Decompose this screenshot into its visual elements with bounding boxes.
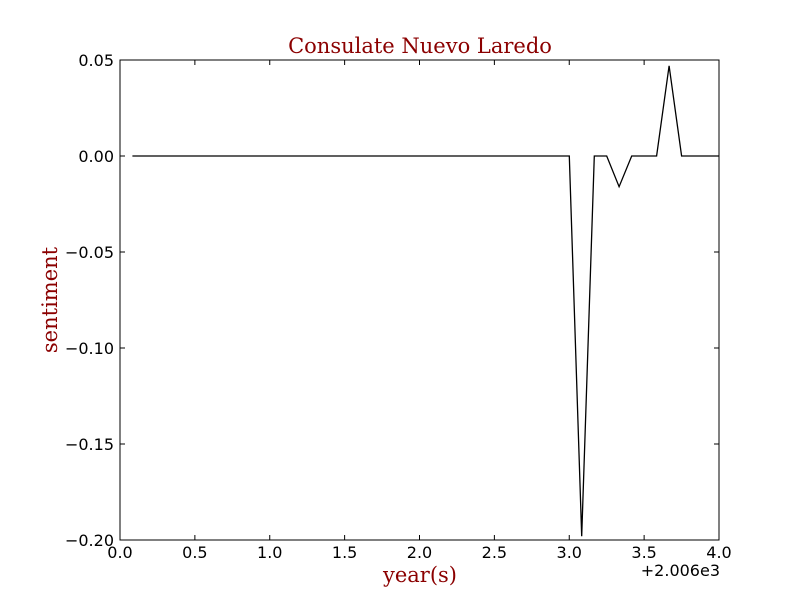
x-tick-label: 1.0 bbox=[257, 543, 282, 562]
axis-ticks: 0.0 0.5 1.0 1.5 2.0 2.5 3.0 3.5 4.0 0.05 0.00 −0.05… bbox=[65, 51, 732, 562]
y-tick-label: −0.20 bbox=[65, 531, 114, 550]
series-line-0 bbox=[132, 65, 719, 537]
x-tick-label: 0.0 bbox=[107, 543, 132, 562]
y-tick-label: −0.15 bbox=[65, 435, 114, 454]
y-tick-label: −0.10 bbox=[65, 339, 114, 358]
plot-frame bbox=[119, 59, 720, 541]
y-tick-label: −0.05 bbox=[65, 243, 114, 262]
x-axis-label: year(s) bbox=[382, 563, 457, 587]
x-tick-label: 0.5 bbox=[182, 543, 207, 562]
chart-title: Consulate Nuevo Laredo bbox=[288, 34, 552, 58]
x-tick-label: 2.0 bbox=[407, 543, 432, 562]
y-tick-label: 0.05 bbox=[78, 51, 114, 70]
x-tick-label: 2.5 bbox=[482, 543, 507, 562]
x-tick-label: 1.5 bbox=[332, 543, 357, 562]
plot-area bbox=[132, 65, 719, 537]
x-tick-label: 3.0 bbox=[557, 543, 582, 562]
y-tick-label: 0.00 bbox=[78, 147, 114, 166]
x-tick-label: 4.0 bbox=[706, 543, 731, 562]
x-axis-offset-label: +2.006e3 bbox=[641, 561, 720, 580]
x-tick-label: 3.5 bbox=[631, 543, 656, 562]
y-axis-label: sentiment bbox=[38, 246, 62, 353]
